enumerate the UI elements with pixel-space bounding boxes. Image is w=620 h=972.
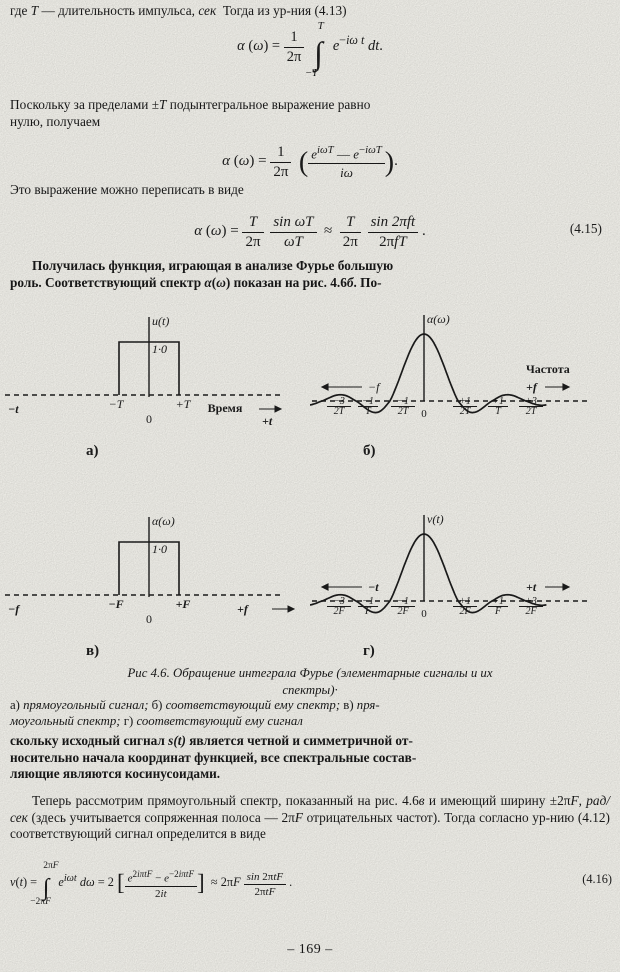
svg-text:0: 0: [421, 608, 427, 620]
svg-text:−t: −t: [368, 580, 379, 594]
svg-text:v(t): v(t): [427, 512, 444, 526]
svg-text:0: 0: [146, 412, 152, 426]
svg-text:+f: +f: [237, 602, 249, 616]
svg-text:а): а): [86, 443, 99, 459]
svg-text:Время: Время: [208, 401, 243, 415]
svg-text:α(ω): α(ω): [152, 514, 175, 528]
svg-text:Частота: Частота: [526, 362, 570, 376]
svg-text:0: 0: [421, 408, 427, 420]
svg-text:−t: −t: [8, 402, 19, 416]
svg-text:1·0: 1·0: [152, 342, 167, 356]
svg-text:−T: −T: [109, 397, 125, 411]
svg-text:−f: −f: [8, 602, 20, 616]
svg-text:1·0: 1·0: [152, 542, 167, 556]
svg-text:−f: −f: [368, 380, 381, 394]
svg-text:г): г): [363, 643, 375, 659]
svg-text:б): б): [363, 443, 376, 459]
svg-text:α(ω): α(ω): [427, 312, 450, 326]
svg-text:u(t): u(t): [152, 314, 169, 328]
svg-text:−F: −F: [108, 597, 123, 611]
svg-text:+t: +t: [262, 414, 273, 428]
svg-text:в): в): [86, 643, 99, 659]
svg-text:+F: +F: [176, 597, 191, 611]
svg-text:+T: +T: [176, 397, 192, 411]
svg-text:+t: +t: [526, 580, 537, 594]
svg-text:0: 0: [146, 612, 152, 626]
svg-text:+f: +f: [526, 380, 538, 394]
